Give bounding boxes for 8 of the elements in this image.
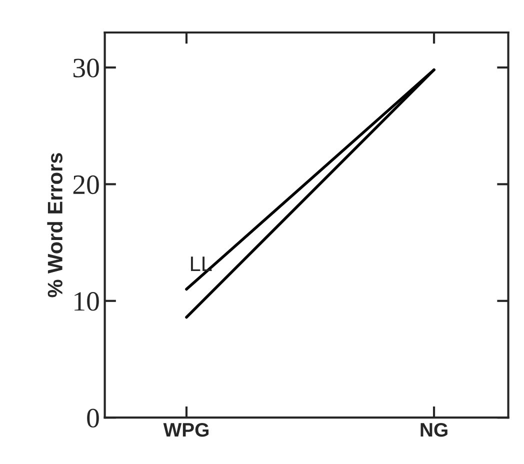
y-axis-title: % Word Errors [47, 153, 62, 298]
x-tick-label: WPG [163, 422, 208, 437]
series-label: LL [190, 256, 212, 272]
y-tick-label: 10 [74, 292, 99, 311]
x-tick-label: NG [420, 422, 448, 437]
y-tick-label: 20 [73, 175, 99, 194]
y-tick-label: 30 [73, 58, 99, 78]
y-tick-label: 0 [87, 408, 99, 428]
